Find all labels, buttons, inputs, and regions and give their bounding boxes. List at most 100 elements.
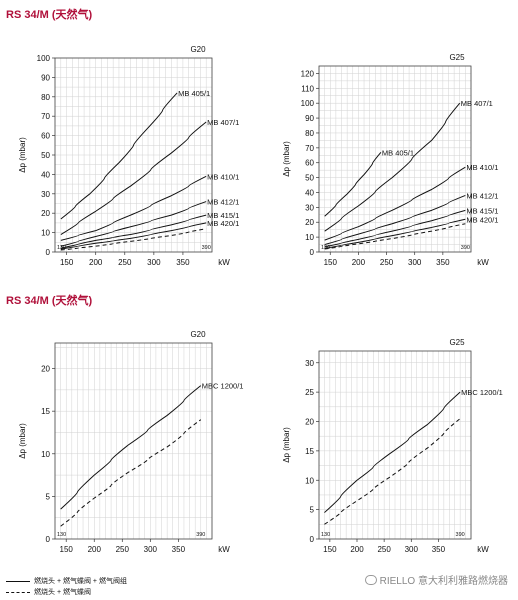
y-tick-label: 40 xyxy=(305,188,314,197)
y-tick-label: 80 xyxy=(41,93,50,102)
y-tick-label: 15 xyxy=(305,447,314,456)
y-tick-label: 10 xyxy=(41,450,50,459)
x-tick-label: 300 xyxy=(405,545,419,554)
series-line xyxy=(60,121,207,235)
series-line xyxy=(324,391,461,513)
x-tick-label: 150 xyxy=(323,545,337,554)
chart-g20-mbc: 0 5 10 15 20 150 200 250 300 350 130 390 G20 kW Δp (mb… xyxy=(18,330,244,554)
x-tick-label: 150 xyxy=(324,258,338,267)
y-axis-label: Δp (mbar) xyxy=(282,141,291,177)
x-tick-label: 150 xyxy=(60,545,74,554)
y-tick-label: 70 xyxy=(305,144,314,153)
x-range-note: 130 xyxy=(321,532,330,538)
y-tick-label: 50 xyxy=(41,151,50,160)
y-tick-label: 10 xyxy=(305,233,314,242)
x-tick-label: 350 xyxy=(172,545,186,554)
x-range-note: 390 xyxy=(456,532,465,538)
y-tick-label: 100 xyxy=(301,99,315,108)
series-line xyxy=(60,214,207,249)
y-tick-label: 20 xyxy=(305,418,314,427)
x-axis-label: kW xyxy=(477,545,489,554)
wechat-icon xyxy=(364,574,377,585)
x-tick-label: 200 xyxy=(89,258,103,267)
x-tick-label: 200 xyxy=(352,258,366,267)
series-line xyxy=(324,166,466,241)
series-line xyxy=(324,194,466,246)
section-title-top: RS 34/M (天然气) xyxy=(6,9,93,21)
x-range-note: 130 xyxy=(57,532,66,538)
y-tick-label: 60 xyxy=(305,159,314,168)
y-tick-label: 20 xyxy=(305,218,314,227)
y-tick-label: 0 xyxy=(46,535,51,544)
y-tick-label: 30 xyxy=(41,190,50,199)
series-label: MB 415/1 xyxy=(207,211,239,220)
x-axis-label: kW xyxy=(477,258,489,267)
y-tick-label: 25 xyxy=(305,388,314,397)
series-line xyxy=(60,222,207,250)
x-axis-label: kW xyxy=(218,545,230,554)
chart-title: G20 xyxy=(190,330,206,339)
x-tick-label: 300 xyxy=(147,258,161,267)
x-tick-label: 300 xyxy=(144,545,158,554)
chart-title: G20 xyxy=(190,45,206,54)
plot-frame xyxy=(54,342,213,540)
chart-title: G25 xyxy=(449,338,465,347)
watermark: RIELLO 意大利利雅路燃烧器 xyxy=(364,572,508,587)
x-tick-label: 200 xyxy=(350,545,364,554)
x-tick-label: 350 xyxy=(176,258,190,267)
series-label: MB 410/1 xyxy=(466,163,498,172)
y-tick-label: 5 xyxy=(46,492,51,501)
series-line xyxy=(324,151,382,217)
y-tick-label: 90 xyxy=(305,114,314,123)
series-label: MBC 1200/1 xyxy=(461,388,503,397)
series-line xyxy=(60,385,202,510)
section-title-bottom: RS 34/M (天然气) xyxy=(6,295,93,307)
series-line-dashed xyxy=(324,223,466,250)
y-tick-label: 15 xyxy=(41,407,50,416)
chart-g25-mb: 0 10 20 30 40 50 60 70 80 90 100 110 120 150 200 250 300… xyxy=(282,53,498,267)
series-line-dashed xyxy=(60,419,202,527)
y-tick-label: 20 xyxy=(41,365,50,374)
y-tick-label: 120 xyxy=(301,69,315,78)
y-tick-label: 30 xyxy=(305,359,314,368)
x-tick-label: 250 xyxy=(116,545,130,554)
series-label: MB 405/1 xyxy=(382,148,414,157)
y-tick-label: 70 xyxy=(41,112,50,121)
series-line-dashed xyxy=(60,228,207,251)
series-line xyxy=(324,102,461,232)
x-axis-label: kW xyxy=(218,258,230,267)
series-line xyxy=(324,209,466,248)
y-tick-label: 60 xyxy=(41,132,50,141)
x-tick-label: 150 xyxy=(60,258,74,267)
series-label: MBC 1200/1 xyxy=(202,382,244,391)
y-tick-label: 10 xyxy=(41,229,50,238)
y-tick-label: 0 xyxy=(46,248,51,257)
solid-line-swatch xyxy=(6,580,30,582)
y-tick-label: 20 xyxy=(41,209,50,218)
plot-frame xyxy=(318,65,472,253)
series-line xyxy=(60,175,207,241)
series-line xyxy=(60,92,178,220)
y-tick-label: 50 xyxy=(305,174,314,183)
chart-g25-mbc: 0 5 10 15 20 25 30 150 200 250 300 350 130 390 G25 kW Δp… xyxy=(282,338,503,554)
y-tick-label: 0 xyxy=(310,248,315,257)
x-tick-label: 350 xyxy=(432,545,446,554)
x-tick-label: 300 xyxy=(408,258,422,267)
legend-label-solid: 燃烧头 + 燃气蝶阀 + 燃气阀组 xyxy=(34,578,127,585)
series-label: MB 420/1 xyxy=(466,215,498,224)
x-range-note: 390 xyxy=(196,532,205,538)
plot-frame xyxy=(318,350,472,540)
y-tick-label: 100 xyxy=(37,54,51,63)
y-tick-label: 0 xyxy=(310,535,315,544)
y-tick-label: 40 xyxy=(41,170,50,179)
x-tick-label: 250 xyxy=(377,545,391,554)
series-label: MB 415/1 xyxy=(466,206,498,215)
x-range-note: 390 xyxy=(461,245,470,251)
x-tick-label: 200 xyxy=(88,545,102,554)
y-axis-label: Δp (mbar) xyxy=(18,137,27,173)
series-line xyxy=(324,218,466,249)
watermark-text: RIELLO 意大利利雅路燃烧器 xyxy=(379,576,508,587)
y-axis-label: Δp (mbar) xyxy=(18,423,27,459)
series-label: MB 412/1 xyxy=(207,198,239,207)
